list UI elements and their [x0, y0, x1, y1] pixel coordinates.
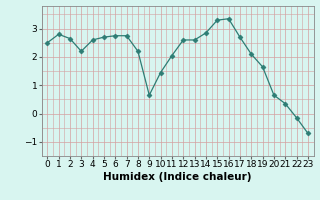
X-axis label: Humidex (Indice chaleur): Humidex (Indice chaleur) — [103, 172, 252, 182]
